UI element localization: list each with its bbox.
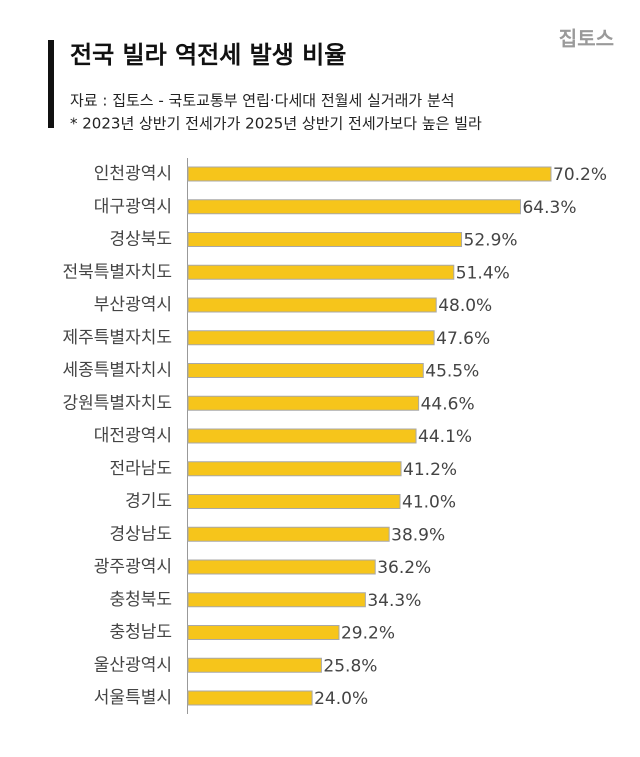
logo: 집토스 [559, 27, 614, 51]
category-label: 대구광역시 [94, 197, 172, 217]
value-label: 51.4% [456, 263, 510, 283]
bar [187, 526, 390, 542]
bar [187, 428, 417, 444]
bar [187, 690, 313, 706]
subtitle: * 2023년 상반기 전세가가 2025년 상반기 전세가보다 높은 빌라 [70, 115, 482, 133]
value-label: 45.5% [425, 362, 479, 382]
value-label: 47.6% [436, 329, 490, 349]
bar [187, 559, 376, 575]
value-label: 41.0% [402, 493, 456, 513]
bar [187, 232, 463, 247]
bar [187, 461, 402, 477]
category-label: 울산광역시 [94, 655, 172, 675]
bar [187, 166, 552, 182]
category-label: 서울특별시 [94, 688, 172, 708]
category-label: 대전광역시 [94, 426, 172, 446]
category-label: 충청북도 [109, 590, 172, 610]
bar [187, 395, 420, 411]
value-label: 44.6% [421, 394, 475, 414]
value-label: 24.0% [314, 689, 368, 709]
value-label: 38.9% [391, 525, 445, 545]
category-label: 세종특별자치시 [63, 361, 172, 381]
chart-title: 전국 빌라 역전세 발생 비율 [70, 41, 346, 69]
category-label: 경상북도 [109, 230, 172, 250]
value-label: 48.0% [438, 296, 492, 316]
category-label: 경상남도 [109, 524, 172, 544]
value-label: 70.2% [553, 165, 607, 185]
subtitle: 자료 : 집토스 - 국토교통부 연립·다세대 전월세 실거래가 분석 [70, 92, 455, 110]
bar [187, 264, 455, 280]
category-label: 광주광역시 [94, 557, 172, 577]
category-label: 전북특별자치도 [63, 262, 172, 282]
value-label: 44.1% [418, 427, 472, 447]
bar [187, 625, 340, 640]
bar [187, 363, 424, 378]
category-label: 인천광역시 [94, 164, 172, 184]
value-label: 34.3% [367, 591, 421, 611]
value-label: 41.2% [403, 460, 457, 480]
bar [187, 199, 521, 215]
value-label: 64.3% [522, 198, 576, 218]
title-accent [48, 40, 54, 128]
bar [187, 297, 437, 313]
category-label: 부산광역시 [94, 295, 172, 315]
bar [187, 592, 366, 608]
category-label: 충청남도 [109, 623, 172, 643]
bar [187, 494, 401, 509]
category-label: 제주특별자치도 [63, 328, 172, 348]
value-label: 25.8% [323, 656, 377, 676]
bar [187, 657, 322, 673]
value-label: 36.2% [377, 558, 431, 578]
category-label: 경기도 [125, 492, 172, 512]
value-label: 29.2% [341, 624, 395, 644]
category-label: 전라남도 [109, 459, 172, 479]
category-label: 강원특별자치도 [63, 393, 172, 413]
bar [187, 330, 435, 346]
value-label: 52.9% [464, 231, 518, 251]
